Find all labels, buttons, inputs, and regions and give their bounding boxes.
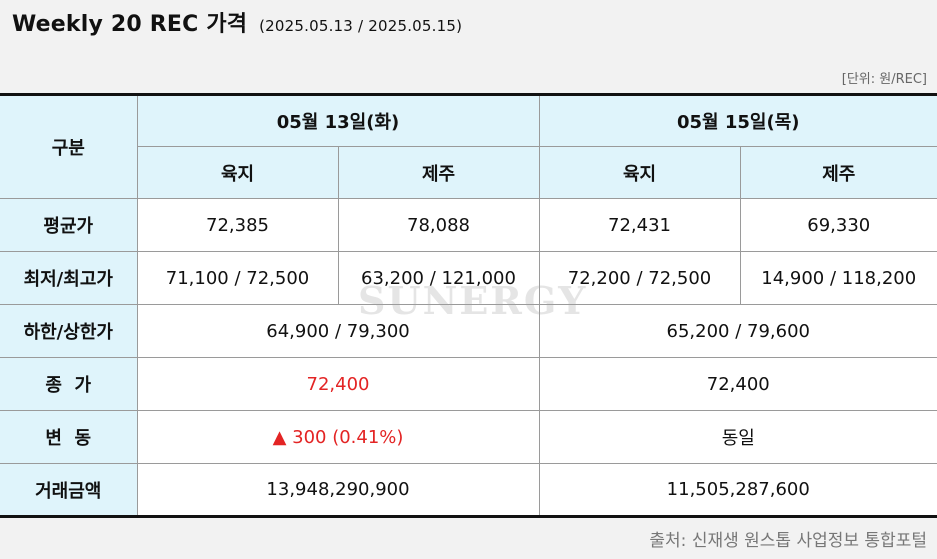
region-header-4: 제주 [739, 146, 937, 199]
cell-limits-2: 65,200 / 79,600 [538, 304, 937, 358]
cell-avg-4: 69,330 [739, 198, 937, 252]
cell-volume-2: 11,505,287,600 [538, 463, 937, 518]
cell-limits-1: 64,900 / 79,300 [136, 304, 540, 358]
table-row: 하한/상한가 64,900 / 79,300 65,200 / 79,600 [0, 304, 937, 358]
source-caption: 출처: 신재생 원스톱 사업정보 통합포털 [649, 531, 927, 551]
table-row: 거래금액 13,948,290,900 11,505,287,600 [0, 463, 937, 518]
cell-minmax-4: 14,900 / 118,200 [739, 251, 937, 305]
cell-close-1: 72,400 [136, 357, 540, 411]
table-row: 변 동 ▲ 300 (0.41%) 동일 [0, 410, 937, 464]
region-header-3: 육지 [538, 146, 741, 199]
row-label-minmax: 최저/최고가 [0, 251, 138, 305]
table-row: 평균가 72,385 78,088 72,431 69,330 [0, 198, 937, 252]
cell-close-2: 72,400 [538, 357, 937, 411]
cell-change-2: 동일 [538, 410, 937, 464]
unit-label: [단위: 원/REC] [841, 72, 927, 87]
table-header-row: 구분 05월 13일(화) 05월 15일(목) [0, 93, 937, 199]
cell-minmax-2: 63,200 / 121,000 [337, 251, 540, 305]
row-label-change: 변 동 [0, 410, 138, 464]
row-label-close: 종 가 [0, 357, 138, 411]
rec-price-table: 구분 05월 13일(화) 05월 15일(목) 육지 제주 육지 제주 평균가… [0, 93, 937, 518]
title-text: Weekly 20 REC 가격 [12, 12, 248, 37]
region-header-1: 육지 [137, 146, 339, 199]
date-range: (2025.05.13 / 2025.05.15) [259, 17, 463, 35]
region-header-2: 제주 [337, 146, 540, 199]
cell-avg-3: 72,431 [538, 198, 741, 252]
date-header-1: 05월 13일(화) [136, 93, 540, 147]
cell-avg-2: 78,088 [337, 198, 540, 252]
row-label-volume: 거래금액 [0, 463, 138, 518]
cell-minmax-3: 72,200 / 72,500 [538, 251, 741, 305]
row-label-avg: 평균가 [0, 198, 138, 252]
page-title: Weekly 20 REC 가격 (2025.05.13 / 2025.05.1… [12, 6, 462, 38]
cell-change-1: ▲ 300 (0.41%) [136, 410, 540, 464]
date-header-2: 05월 15일(목) [538, 93, 937, 147]
table-row: 종 가 72,400 72,400 [0, 357, 937, 411]
cell-avg-1: 72,385 [136, 198, 339, 252]
cell-minmax-1: 71,100 / 72,500 [136, 251, 339, 305]
category-header: 구분 [0, 93, 138, 199]
row-label-limits: 하한/상한가 [0, 304, 138, 358]
region-header-row: 육지 제주 육지 제주 [0, 146, 937, 199]
cell-volume-1: 13,948,290,900 [136, 463, 540, 518]
table-row: 최저/최고가 71,100 / 72,500 63,200 / 121,000 … [0, 251, 937, 305]
